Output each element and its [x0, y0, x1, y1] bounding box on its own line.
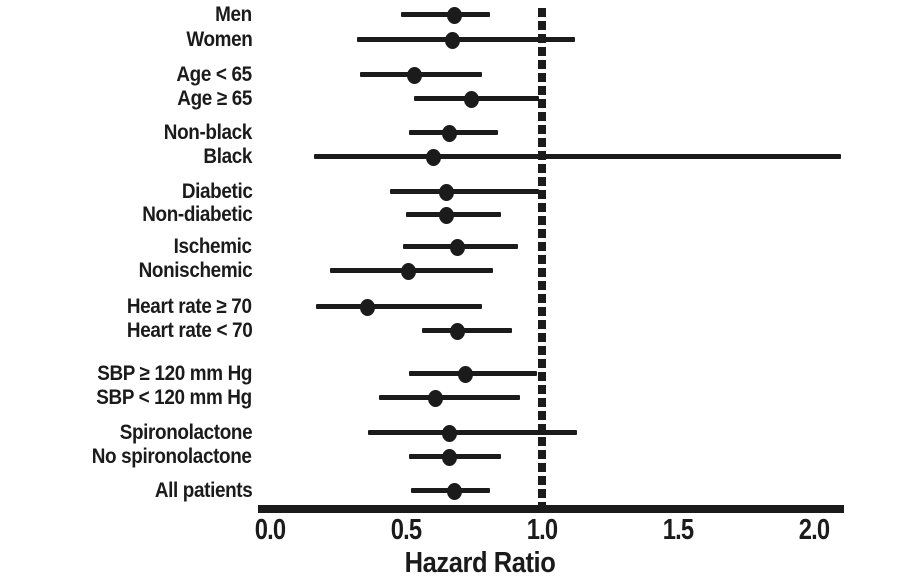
ci-line	[367, 430, 578, 435]
point-estimate-dot	[447, 6, 463, 24]
x-axis-title: Hazard Ratio	[404, 547, 556, 579]
x-tick-label: 2.0	[798, 514, 830, 546]
subgroup-label: Diabetic	[181, 180, 252, 203]
subgroup-label: Men	[215, 3, 252, 26]
ci-line	[316, 304, 483, 309]
ci-line	[357, 37, 575, 42]
subgroup-label: Heart rate < 70	[126, 319, 253, 342]
ci-line	[378, 395, 521, 400]
subgroup-label: SBP < 120 mm Hg	[96, 386, 252, 409]
subgroup-label: Spironolactone	[119, 421, 252, 444]
x-axis-line	[258, 505, 844, 513]
x-tick-label: 1.0	[526, 514, 558, 546]
point-estimate-dot	[450, 238, 466, 256]
subgroup-label: No spironolactone	[92, 445, 252, 468]
point-estimate-dot	[444, 31, 460, 49]
x-tick-label: 0.0	[254, 514, 286, 546]
point-estimate-dot	[425, 148, 441, 166]
subgroup-label: Age ≥ 65	[177, 87, 252, 110]
point-estimate-dot	[406, 66, 422, 84]
subgroup-label: Age < 65	[176, 63, 253, 86]
ci-line	[400, 12, 491, 17]
point-estimate-dot	[463, 90, 479, 108]
point-estimate-dot	[450, 322, 466, 340]
subgroup-label: All patients	[154, 479, 252, 502]
point-estimate-dot	[442, 424, 458, 442]
subgroup-label: Women	[185, 28, 252, 51]
x-tick-label: 1.5	[662, 514, 694, 546]
reference-line-hr1	[538, 8, 546, 505]
point-estimate-dot	[442, 448, 458, 466]
point-estimate-dot	[447, 482, 463, 500]
subgroup-label: Non-diabetic	[141, 203, 252, 226]
ci-line	[313, 154, 842, 159]
x-tick-label: 0.5	[390, 514, 422, 546]
point-estimate-dot	[428, 389, 444, 407]
point-estimate-dot	[401, 262, 417, 280]
subgroup-label: Nonischemic	[138, 259, 252, 282]
ci-line	[422, 328, 513, 333]
subgroup-label: Non-black	[163, 121, 252, 144]
point-estimate-dot	[442, 124, 458, 142]
subgroup-label: Heart rate ≥ 70	[127, 295, 252, 318]
subgroup-label: Black	[203, 145, 252, 168]
subgroup-label: Ischemic	[173, 235, 252, 258]
point-estimate-dot	[439, 183, 455, 201]
point-estimate-dot	[458, 365, 474, 383]
point-estimate-dot	[360, 298, 376, 316]
subgroup-label: SBP ≥ 120 mm Hg	[97, 362, 252, 385]
ci-line	[389, 189, 540, 194]
point-estimate-dot	[439, 206, 455, 224]
